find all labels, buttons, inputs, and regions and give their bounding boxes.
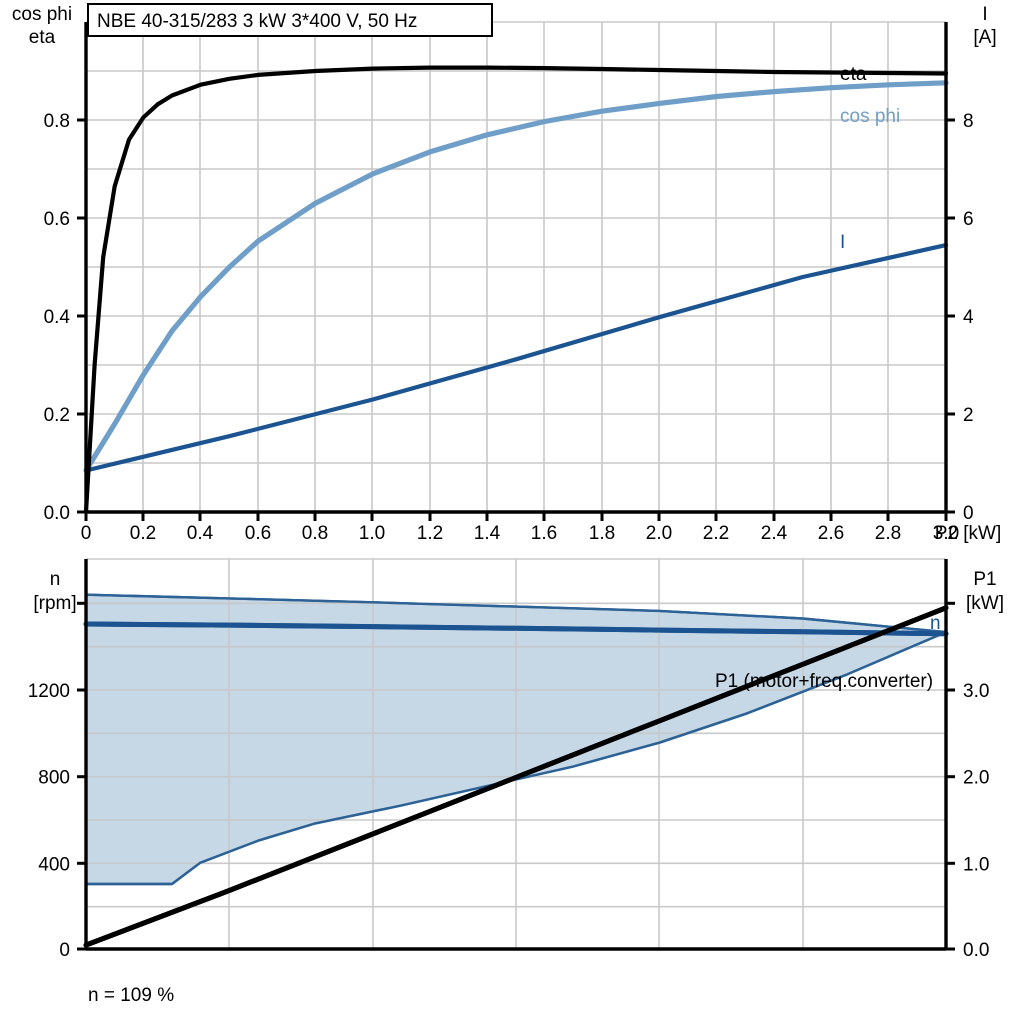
top-left-axis-title-2: eta [29, 27, 56, 48]
top-right-tick-1: 2 [963, 405, 974, 426]
top-x-tick-2: 0.4 [187, 523, 214, 544]
band-lower-edge-overlay [86, 630, 947, 886]
top-left-tick-0: 0.0 [44, 503, 70, 524]
top-x-tick-1: 0.2 [130, 523, 156, 544]
top-chart-panel: 0.0 0.2 0.4 0.6 0.8 0 2 4 6 8 0 0.2 0.4 … [12, 3, 1002, 544]
bottom-left-tick-1: 400 [38, 854, 70, 875]
bottom-right-tick-2: 2.0 [963, 768, 989, 789]
speed-curve-overlay [83, 621, 949, 637]
eta-curve [83, 65, 949, 515]
top-x-tick-15: 3.0 [933, 523, 959, 544]
top-x-ticks [84, 512, 948, 521]
cos-phi-label: cos phi [840, 106, 900, 127]
top-right-tick-3: 6 [963, 209, 974, 230]
top-right-tick-0: 0 [963, 503, 974, 524]
p1-label: P1 (motor+freq.converter) [715, 671, 933, 692]
bottom-right-tick-0: 0.0 [963, 940, 989, 961]
top-x-tick-4: 0.8 [302, 523, 328, 544]
top-x-tick-6: 1.2 [417, 523, 443, 544]
top-x-tick-0: 0 [81, 523, 92, 544]
top-x-axis-title: P2 [kW] [935, 523, 1002, 544]
top-x-tick-3: 0.6 [245, 523, 271, 544]
bottom-left-axis-title-2: [rpm] [33, 593, 76, 614]
top-right-axis-title-1: I [982, 4, 987, 25]
bottom-left-ticks [77, 601, 86, 951]
top-left-tick-3: 0.6 [44, 209, 70, 230]
bottom-right-axis-title-1: P1 [973, 569, 996, 590]
bottom-grid-horizontal [86, 558, 946, 908]
footer-note: n = 109 % [88, 985, 174, 1006]
top-left-tick-4: 0.8 [44, 111, 70, 132]
band-upper-edge-overlay [85, 593, 947, 634]
bottom-right-tick-1: 1.0 [963, 854, 989, 875]
top-chart-svg: 0.0 0.2 0.4 0.6 0.8 0 2 4 6 8 0 0.2 0.4 … [12, 3, 1002, 544]
current-curve [83, 243, 949, 473]
bottom-left-tick-0: 0 [59, 940, 70, 961]
top-x-tick-10: 2.0 [646, 523, 672, 544]
bottom-left-tick-3: 1200 [28, 681, 70, 702]
bottom-right-tick-3: 3.0 [963, 681, 989, 702]
speed-label: n [930, 613, 941, 634]
top-x-tick-8: 1.6 [531, 523, 557, 544]
bottom-right-ticks [946, 601, 955, 951]
current-label: I [840, 232, 845, 253]
top-left-tick-2: 0.4 [44, 307, 71, 328]
top-x-tick-14: 2.8 [875, 523, 901, 544]
title-box [87, 3, 493, 37]
bottom-chart-svg: 0 400 800 1200 0.0 1.0 2.0 3.0 n [rpm] P… [28, 558, 1004, 1006]
chart-title: NBE 40-315/283 3 kW 3*400 V, 50 Hz [97, 11, 417, 32]
bottom-left-axis-title-1: n [50, 569, 61, 590]
top-left-tick-1: 0.2 [44, 405, 70, 426]
top-right-axis-title-2: [A] [973, 27, 996, 48]
top-x-tick-11: 2.2 [703, 523, 729, 544]
p1-curve-overlay [83, 605, 949, 948]
top-x-tick-9: 1.8 [589, 523, 615, 544]
top-x-tick-7: 1.4 [474, 523, 501, 544]
top-left-axis-title-1: cos phi [12, 4, 72, 25]
bottom-left-tick-2: 800 [38, 768, 70, 789]
top-x-tick-5: 1.0 [359, 523, 385, 544]
top-x-tick-12: 2.4 [761, 523, 788, 544]
top-right-tick-2: 4 [963, 307, 974, 328]
cos-phi-curve [83, 80, 949, 474]
top-x-tick-13: 2.6 [818, 523, 844, 544]
bottom-chart-panel: 0 400 800 1200 0.0 1.0 2.0 3.0 n [rpm] P… [0, 545, 1024, 1024]
eta-label: eta [840, 64, 867, 85]
top-right-tick-4: 8 [963, 111, 974, 132]
bottom-right-axis-title-2: [kW] [966, 593, 1004, 614]
top-left-ticks [77, 118, 86, 514]
